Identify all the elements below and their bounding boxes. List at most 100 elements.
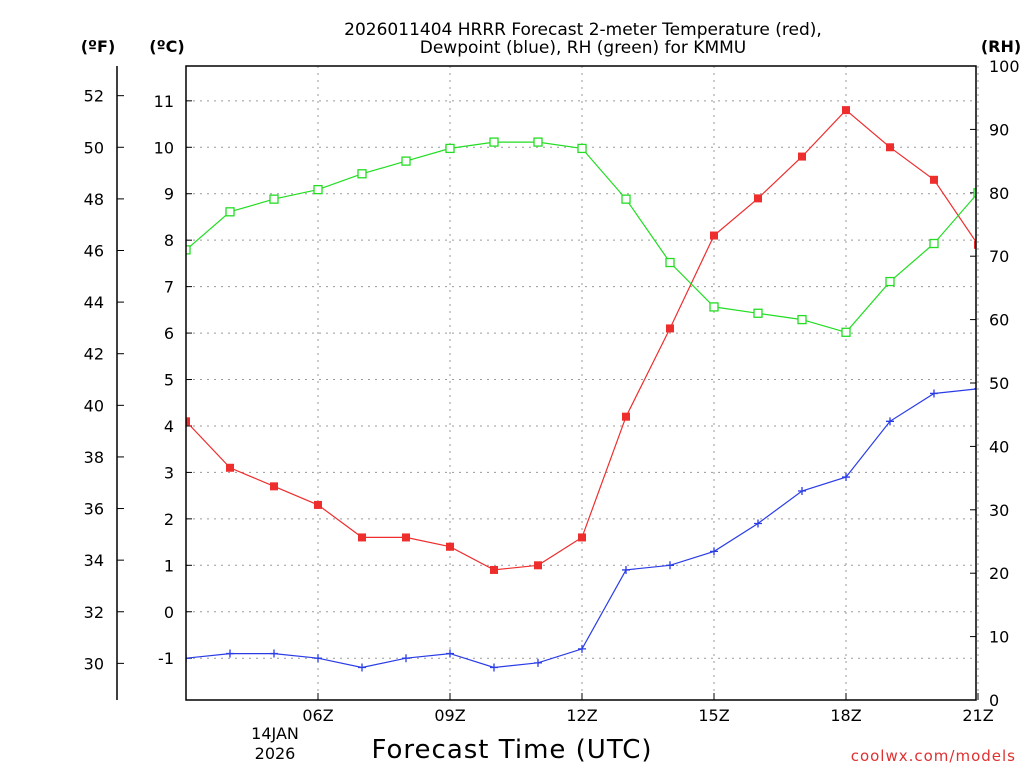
celsius-tick-label: 9 [164, 185, 174, 204]
rh-tick-label: 90 [989, 120, 1009, 139]
temperature-point [186, 417, 190, 426]
fahrenheit-tick-label: 32 [84, 603, 104, 622]
celsius-tick-label: 0 [164, 603, 174, 622]
temperature-point [534, 561, 542, 570]
time-tick-label: 15Z [698, 706, 729, 725]
fahrenheit-axis-unit: (ºF) [81, 37, 116, 56]
temperature-point [358, 533, 366, 542]
fahrenheit-tick-label: 46 [84, 241, 104, 260]
temperature-point [842, 106, 850, 115]
dewpoint-point [930, 389, 938, 398]
celsius-tick-label: 4 [164, 417, 174, 436]
date-label-day: 14JAN [251, 724, 299, 743]
celsius-tick-label: 1 [164, 556, 174, 575]
celsius-tick-label: 8 [164, 231, 174, 250]
dewpoint-point [754, 519, 762, 528]
rh-point [445, 143, 455, 154]
dewpoint-point [402, 654, 410, 663]
rh-point [401, 156, 411, 166]
series-dewpoint [186, 388, 976, 672]
rh-tick-label: 60 [989, 311, 1009, 330]
dewpoint-point [842, 473, 850, 482]
dewpoint-point [490, 663, 498, 672]
fahrenheit-axis: 30 32 34 36 38 40 42 44 46 48 50 52 [84, 66, 124, 700]
fahrenheit-tick-label: 50 [84, 138, 104, 157]
celsius-tick-label: 2 [164, 510, 174, 529]
rh-tick-label: 70 [989, 247, 1009, 266]
rh-point [753, 308, 763, 318]
fahrenheit-tick-label: 48 [84, 190, 104, 209]
temperature-point [754, 194, 762, 203]
rh-point [225, 207, 235, 217]
chart-title-line2: Dewpoint (blue), RH (green) for KMMU [420, 38, 747, 58]
celsius-tick-label: 11 [154, 92, 174, 111]
rh-point [577, 143, 587, 154]
rh-axis-unit: (RH) [981, 37, 1021, 56]
time-tick-label: 09Z [434, 706, 465, 725]
rh-point [357, 169, 367, 179]
dewpoint-point [186, 654, 190, 663]
rh-point [665, 257, 675, 268]
temperature-point [974, 240, 976, 249]
rh-point [885, 276, 895, 287]
rh-point [841, 327, 851, 337]
rh-point [269, 194, 279, 204]
rh-tick-label: 20 [989, 564, 1009, 583]
temperature-point [622, 412, 630, 421]
fahrenheit-tick-label: 38 [84, 448, 104, 467]
fahrenheit-tick-label: 36 [84, 500, 104, 519]
dewpoint-point [578, 644, 586, 653]
rh-point [489, 137, 499, 147]
series-rh [186, 137, 976, 337]
rh-tick-label: 50 [989, 374, 1009, 393]
time-tick-label: 06Z [302, 706, 333, 725]
fahrenheit-tick-label: 30 [84, 654, 104, 673]
celsius-tick-label: 3 [164, 463, 174, 482]
rh-tick-label: 80 [989, 184, 1009, 203]
dewpoint-point [534, 658, 542, 667]
date-label-year: 2026 [255, 744, 296, 763]
dewpoint-point [270, 649, 278, 658]
celsius-tick-label: -1 [158, 649, 174, 668]
dewpoint-point [710, 547, 718, 556]
gridlines [186, 66, 979, 700]
celsius-tick-label: 10 [154, 138, 174, 157]
rh-point [797, 314, 807, 325]
temperature-point [402, 533, 410, 542]
temperature-point [886, 143, 894, 152]
temperature-point [666, 324, 674, 333]
rh-tick-label: 100 [989, 57, 1020, 76]
dewpoint-point [886, 417, 894, 426]
dewpoint-point [622, 565, 630, 574]
celsius-axis: -1 0 1 2 3 4 5 6 7 8 9 10 11 [154, 92, 192, 668]
temperature-point [446, 542, 454, 551]
temperature-point [798, 152, 806, 161]
rh-tick-label: 10 [989, 628, 1009, 647]
rh-point [533, 137, 543, 147]
dewpoint-point [798, 486, 806, 495]
rh-point [709, 302, 719, 312]
fahrenheit-tick-label: 42 [84, 345, 104, 364]
series-layer [186, 106, 976, 672]
temperature-point [578, 533, 586, 542]
time-tick-label: 12Z [566, 706, 597, 725]
dewpoint-point [358, 663, 366, 672]
rh-point [186, 245, 191, 255]
series-line-rh [186, 141, 976, 333]
series-temperature [186, 106, 976, 574]
dewpoint-point [446, 649, 454, 658]
temperature-point [710, 231, 718, 240]
fahrenheit-tick-label: 52 [84, 87, 104, 106]
temperature-point [490, 565, 498, 574]
celsius-tick-label: 6 [164, 324, 174, 343]
celsius-axis-unit: (ºC) [149, 37, 184, 56]
fahrenheit-tick-label: 34 [84, 551, 104, 570]
celsius-tick-label: 7 [164, 278, 174, 297]
rh-axis: 0 10 20 30 40 50 60 70 80 90 100 [970, 57, 1020, 710]
rh-tick-label: 30 [989, 501, 1009, 520]
fahrenheit-tick-label: 44 [84, 293, 104, 312]
plot-frame [185, 65, 977, 701]
source-credit: coolwx.com/models [851, 747, 1016, 765]
x-axis-title: Forecast Time (UTC) [371, 735, 652, 765]
